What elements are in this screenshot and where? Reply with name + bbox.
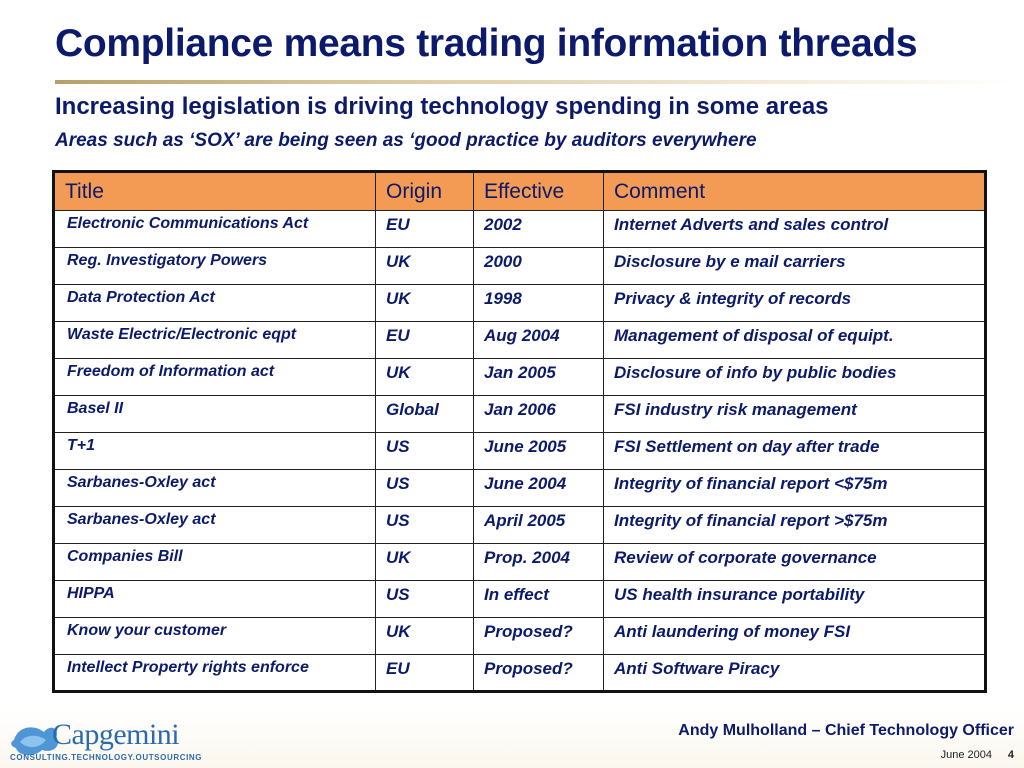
cell-origin: UK (375, 247, 474, 285)
capgemini-logo-icon (11, 727, 59, 756)
cell-comment: Integrity of financial report >$75m (603, 506, 986, 544)
cell-comment: US health insurance portability (603, 580, 986, 618)
logo-wordmark: Capgemini (52, 718, 180, 751)
cell-origin: UK (375, 543, 474, 581)
cell-title: Freedom of Information act (53, 358, 376, 396)
header-origin: Origin (375, 171, 474, 211)
cell-title: HIPPA (53, 580, 376, 618)
cell-origin: UK (375, 284, 474, 322)
table-row: Intellect Property rights enforce EU Propo… (53, 654, 986, 692)
cell-comment: Privacy & integrity of records (603, 284, 986, 322)
cell-title: Companies Bill (53, 543, 376, 581)
table-row: Sarbanes-Oxley act US April 2005 Integrity … (53, 506, 986, 544)
cell-comment: Review of corporate governance (603, 543, 986, 581)
cell-origin: US (375, 506, 474, 544)
cell-origin: EU (375, 321, 474, 359)
table-row: Reg. Investigatory Powers UK 2000 Disclosur… (53, 247, 986, 285)
cell-comment: Disclosure of info by public bodies (603, 358, 986, 396)
legislation-table: Title Origin Effective Comment Electroni… (52, 170, 987, 693)
footer-date: June 2004 (940, 749, 992, 761)
slide-title: Compliance means trading information thr… (55, 22, 918, 65)
footer (0, 708, 1024, 768)
cell-comment: Anti Software Piracy (603, 654, 986, 692)
table-row: Companies Bill UK Prop. 2004 Review of corp… (53, 543, 986, 581)
cell-title: Intellect Property rights enforce (53, 654, 376, 692)
cell-title: Data Protection Act (53, 284, 376, 322)
cell-origin: US (375, 469, 474, 507)
cell-origin: UK (375, 358, 474, 396)
table-row: Data Protection Act UK 1998 Privacy & integ… (53, 284, 986, 322)
cell-origin: EU (375, 654, 474, 692)
cell-comment: Anti laundering of money FSI (603, 617, 986, 655)
cell-effective: Aug 2004 (473, 321, 604, 359)
cell-effective: April 2005 (473, 506, 604, 544)
header-effective: Effective (473, 171, 604, 211)
cell-comment: Internet Adverts and sales control (603, 210, 986, 248)
cell-effective: Proposed? (473, 654, 604, 692)
title-divider (55, 80, 1015, 84)
cell-effective: June 2005 (473, 432, 604, 470)
cell-comment: Management of disposal of equipt. (603, 321, 986, 359)
cell-title: Waste Electric/Electronic eqpt (53, 321, 376, 359)
cell-effective: In effect (473, 580, 604, 618)
cell-comment: Disclosure by e mail carriers (603, 247, 986, 285)
cell-origin: US (375, 580, 474, 618)
table-body: Electronic Communications Act EU 2002 Inter… (53, 210, 986, 692)
page-number: 4 (1007, 749, 1014, 761)
table-row: Electronic Communications Act EU 2002 Inter… (53, 210, 986, 248)
cell-effective: Prop. 2004 (473, 543, 604, 581)
table-row: T+1 US June 2005 FSI Settlement on day afte… (53, 432, 986, 470)
cell-effective: June 2004 (473, 469, 604, 507)
cell-comment: FSI industry risk management (603, 395, 986, 433)
logo-tagline: CONSULTING.TECHNOLOGY.OUTSOURCING (10, 753, 203, 762)
slide-subtitle: Increasing legislation is driving techno… (55, 93, 829, 120)
cell-effective: Proposed? (473, 617, 604, 655)
cell-effective: 2002 (473, 210, 604, 248)
cell-title: Electronic Communications Act (53, 210, 376, 248)
table-row: Freedom of Information act UK Jan 2005 Disc… (53, 358, 986, 396)
table-row: HIPPA US In effect US health insurance port… (53, 580, 986, 618)
table-row: Sarbanes-Oxley act US June 2004 Integrity o… (53, 469, 986, 507)
table-header-row: Title Origin Effective Comment (53, 171, 986, 211)
cell-origin: US (375, 432, 474, 470)
header-title: Title (53, 171, 376, 211)
slide-note: Areas such as ‘SOX’ are being seen as ‘g… (55, 130, 757, 151)
cell-comment: FSI Settlement on day after trade (603, 432, 986, 470)
cell-effective: Jan 2005 (473, 358, 604, 396)
cell-title: T+1 (53, 432, 376, 470)
cell-origin: EU (375, 210, 474, 248)
cell-title: Reg. Investigatory Powers (53, 247, 376, 285)
header-comment: Comment (603, 171, 986, 211)
table-row: Know your customer UK Proposed? Anti launde… (53, 617, 986, 655)
cell-effective: Jan 2006 (473, 395, 604, 433)
cell-title: Sarbanes-Oxley act (53, 506, 376, 544)
cell-effective: 2000 (473, 247, 604, 285)
cell-comment: Integrity of financial report <$75m (603, 469, 986, 507)
cell-title: Basel II (53, 395, 376, 433)
presenter-credit: Andy Mulholland – Chief Technology Offic… (678, 722, 1014, 739)
cell-title: Know your customer (53, 617, 376, 655)
cell-origin: UK (375, 617, 474, 655)
cell-origin: Global (375, 395, 474, 433)
table-row: Basel II Global Jan 2006 FSI industry risk … (53, 395, 986, 433)
cell-effective: 1998 (473, 284, 604, 322)
cell-title: Sarbanes-Oxley act (53, 469, 376, 507)
table-row: Waste Electric/Electronic eqpt EU Aug 2004… (53, 321, 986, 359)
